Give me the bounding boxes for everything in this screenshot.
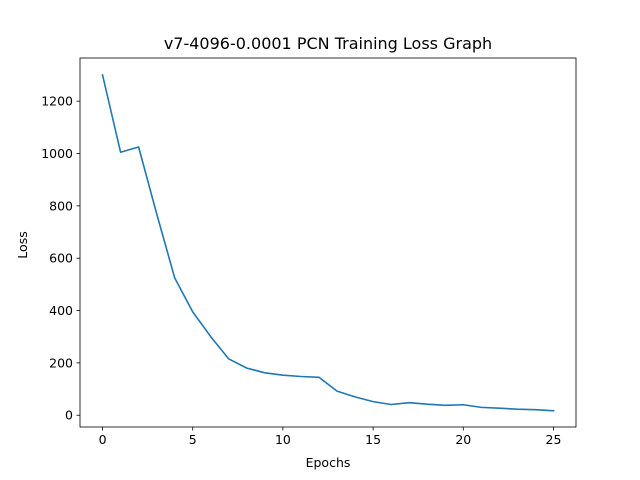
y-tick-label: 0 — [65, 408, 73, 423]
y-tick-label: 1200 — [41, 94, 73, 109]
x-axis-label: Epochs — [306, 455, 351, 470]
plot-area: 0 5 10 15 20 25 0 200 400 600 800 1000 1200 — [41, 57, 577, 447]
y-tick-label: 600 — [49, 251, 73, 266]
y-tick-label: 400 — [49, 303, 73, 318]
x-tick-label: 0 — [99, 432, 107, 447]
x-tick-label: 5 — [189, 432, 197, 447]
loss-series-line — [101, 74, 555, 412]
y-axis-label: Loss — [15, 231, 30, 258]
x-tick-label: 25 — [546, 432, 562, 447]
x-tick-label: 10 — [275, 432, 291, 447]
y-tick-label: 1000 — [41, 146, 73, 161]
axes-frame — [79, 57, 577, 428]
y-tick-label: 200 — [49, 355, 73, 370]
x-tick-label: 15 — [365, 432, 381, 447]
y-tick-label: 800 — [49, 198, 73, 213]
chart-title: v7-4096-0.0001 PCN Training Loss Graph — [164, 34, 492, 53]
x-tick-label: 20 — [455, 432, 471, 447]
